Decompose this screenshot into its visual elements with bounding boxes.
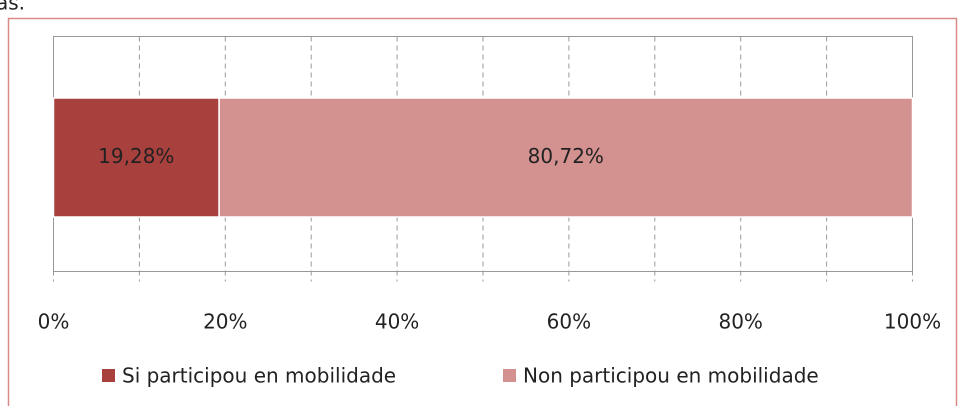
x-tick-label: 60%	[547, 310, 591, 334]
data-label: 80,72%	[528, 144, 604, 168]
fragment-text: as.	[0, 0, 25, 15]
frame	[7, 17, 958, 410]
bar-segment	[52, 97, 220, 218]
data-label: 19,28%	[98, 144, 174, 168]
legend-swatch	[102, 369, 115, 382]
x-tick-label: 80%	[718, 310, 762, 334]
legend-label: Non participou en mobilidade	[523, 364, 819, 388]
x-tick-label: 0%	[38, 310, 70, 334]
x-tick-label: 20%	[203, 310, 247, 334]
legend-label: Si participou en mobilidade	[122, 364, 396, 388]
x-tick-label: 40%	[375, 310, 419, 334]
bar-segment	[218, 97, 914, 218]
legend-swatch	[503, 369, 516, 382]
x-tick-label: 100%	[884, 310, 941, 334]
